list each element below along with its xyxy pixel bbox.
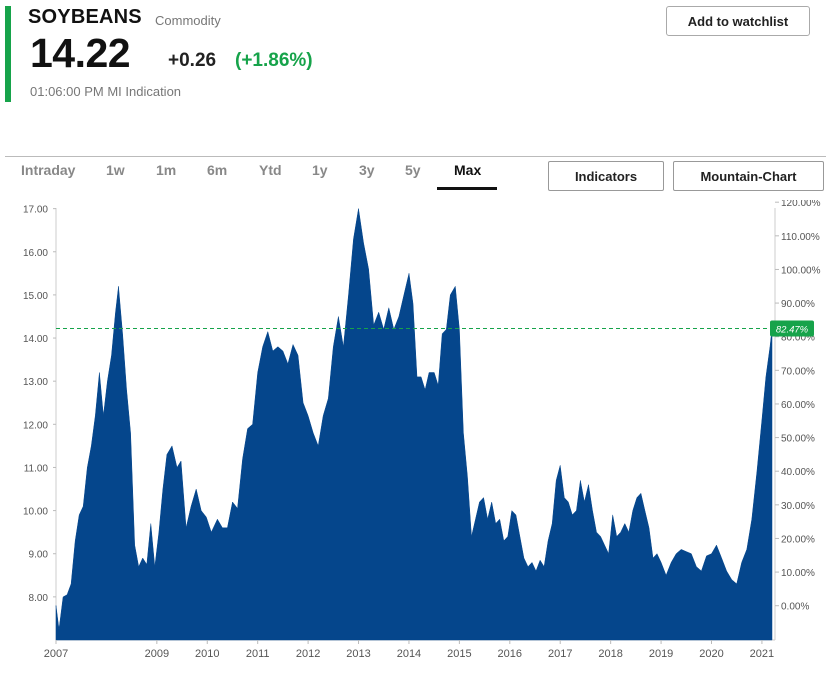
tab-ytd[interactable]: Ytd xyxy=(259,162,282,178)
asset-type-label: Commodity xyxy=(155,13,221,28)
quote-accent-bar xyxy=(5,6,11,102)
tab-5y[interactable]: 5y xyxy=(405,162,421,178)
y-left-tick-label: 12.00 xyxy=(23,420,48,431)
x-tick-label: 2010 xyxy=(195,648,219,660)
chart-type-button[interactable]: Mountain-Chart xyxy=(673,161,824,191)
tab-1w[interactable]: 1w xyxy=(106,162,125,178)
last-price: 14.22 xyxy=(30,30,131,76)
price-chart-svg: 8.00 9.00 10.00 11.00 12.00 13.00 14.00 15.00 16… xyxy=(23,198,821,660)
price-area-series xyxy=(55,208,773,641)
x-tick-label: 2017 xyxy=(548,648,572,660)
active-tab-indicator xyxy=(437,187,497,190)
range-tabs-divider xyxy=(5,156,826,157)
tab-1y[interactable]: 1y xyxy=(312,162,328,178)
y-left-tick-label: 10.00 xyxy=(23,507,48,518)
price-change-percent: (+1.86%) xyxy=(235,50,313,71)
add-to-watchlist-button[interactable]: Add to watchlist xyxy=(666,6,810,36)
x-tick-label: 2012 xyxy=(296,648,320,660)
x-tick-label: 2018 xyxy=(598,648,622,660)
y-left-tick-label: 11.00 xyxy=(24,463,49,474)
symbol-name: SOYBEANS xyxy=(28,6,142,28)
y-left-tick-label: 15.00 xyxy=(23,291,48,302)
y-right-tick-label: 80.00% xyxy=(781,333,815,344)
quote-timestamp: 01:06:00 PM MI Indication xyxy=(30,84,182,99)
y-left-tick-label: 16.00 xyxy=(23,248,48,259)
y-right-tick-label: 100.00% xyxy=(781,265,821,276)
y-right-tick-label: 50.00% xyxy=(781,434,815,445)
y-right-tick-label: 30.00% xyxy=(781,501,815,512)
y-right-tick-label: 70.00% xyxy=(781,366,815,377)
y-left-tick-label: 8.00 xyxy=(29,593,49,604)
x-tick-label: 2013 xyxy=(346,648,370,660)
y-right-tick-label: 120.00% xyxy=(781,200,821,209)
x-tick-label: 2014 xyxy=(397,648,421,660)
y-right-tick-label: 0.00% xyxy=(781,602,809,613)
y-left-tick-label: 17.00 xyxy=(23,205,48,216)
x-tick-label: 2020 xyxy=(699,648,723,660)
y-right-tick-label: 40.00% xyxy=(781,467,815,478)
x-tick-label: 2009 xyxy=(145,648,169,660)
y-right-tick-label: 110.00% xyxy=(781,232,820,243)
price-chart[interactable]: 8.00 9.00 10.00 11.00 12.00 13.00 14.00 15.00 16… xyxy=(0,198,830,674)
tab-max[interactable]: Max xyxy=(454,162,482,178)
current-percent-label: 82.47% xyxy=(776,325,809,336)
x-tick-label: 2021 xyxy=(750,648,774,660)
tab-6m[interactable]: 6m xyxy=(207,162,228,178)
x-tick-label: 2011 xyxy=(246,648,270,660)
x-tick-label: 2015 xyxy=(447,648,471,660)
price-change: +0.26 xyxy=(168,50,217,71)
y-left-tick-label: 14.00 xyxy=(23,334,48,345)
y-right-tick-label: 10.00% xyxy=(781,568,815,579)
y-left-tick-label: 9.00 xyxy=(29,550,49,561)
tab-intraday[interactable]: Intraday xyxy=(21,162,76,178)
tab-1m[interactable]: 1m xyxy=(156,162,177,178)
y-left-tick-label: 13.00 xyxy=(23,377,48,388)
indicators-button[interactable]: Indicators xyxy=(548,161,664,191)
y-right-tick-label: 60.00% xyxy=(781,400,815,411)
current-percent-badge xyxy=(770,320,814,337)
tab-3y[interactable]: 3y xyxy=(359,162,375,178)
x-tick-label: 2019 xyxy=(649,648,673,660)
x-tick-label: 2016 xyxy=(498,648,522,660)
y-right-tick-label: 90.00% xyxy=(781,299,815,310)
x-tick-label: 2007 xyxy=(44,648,68,660)
y-right-tick-label: 20.00% xyxy=(781,534,815,545)
